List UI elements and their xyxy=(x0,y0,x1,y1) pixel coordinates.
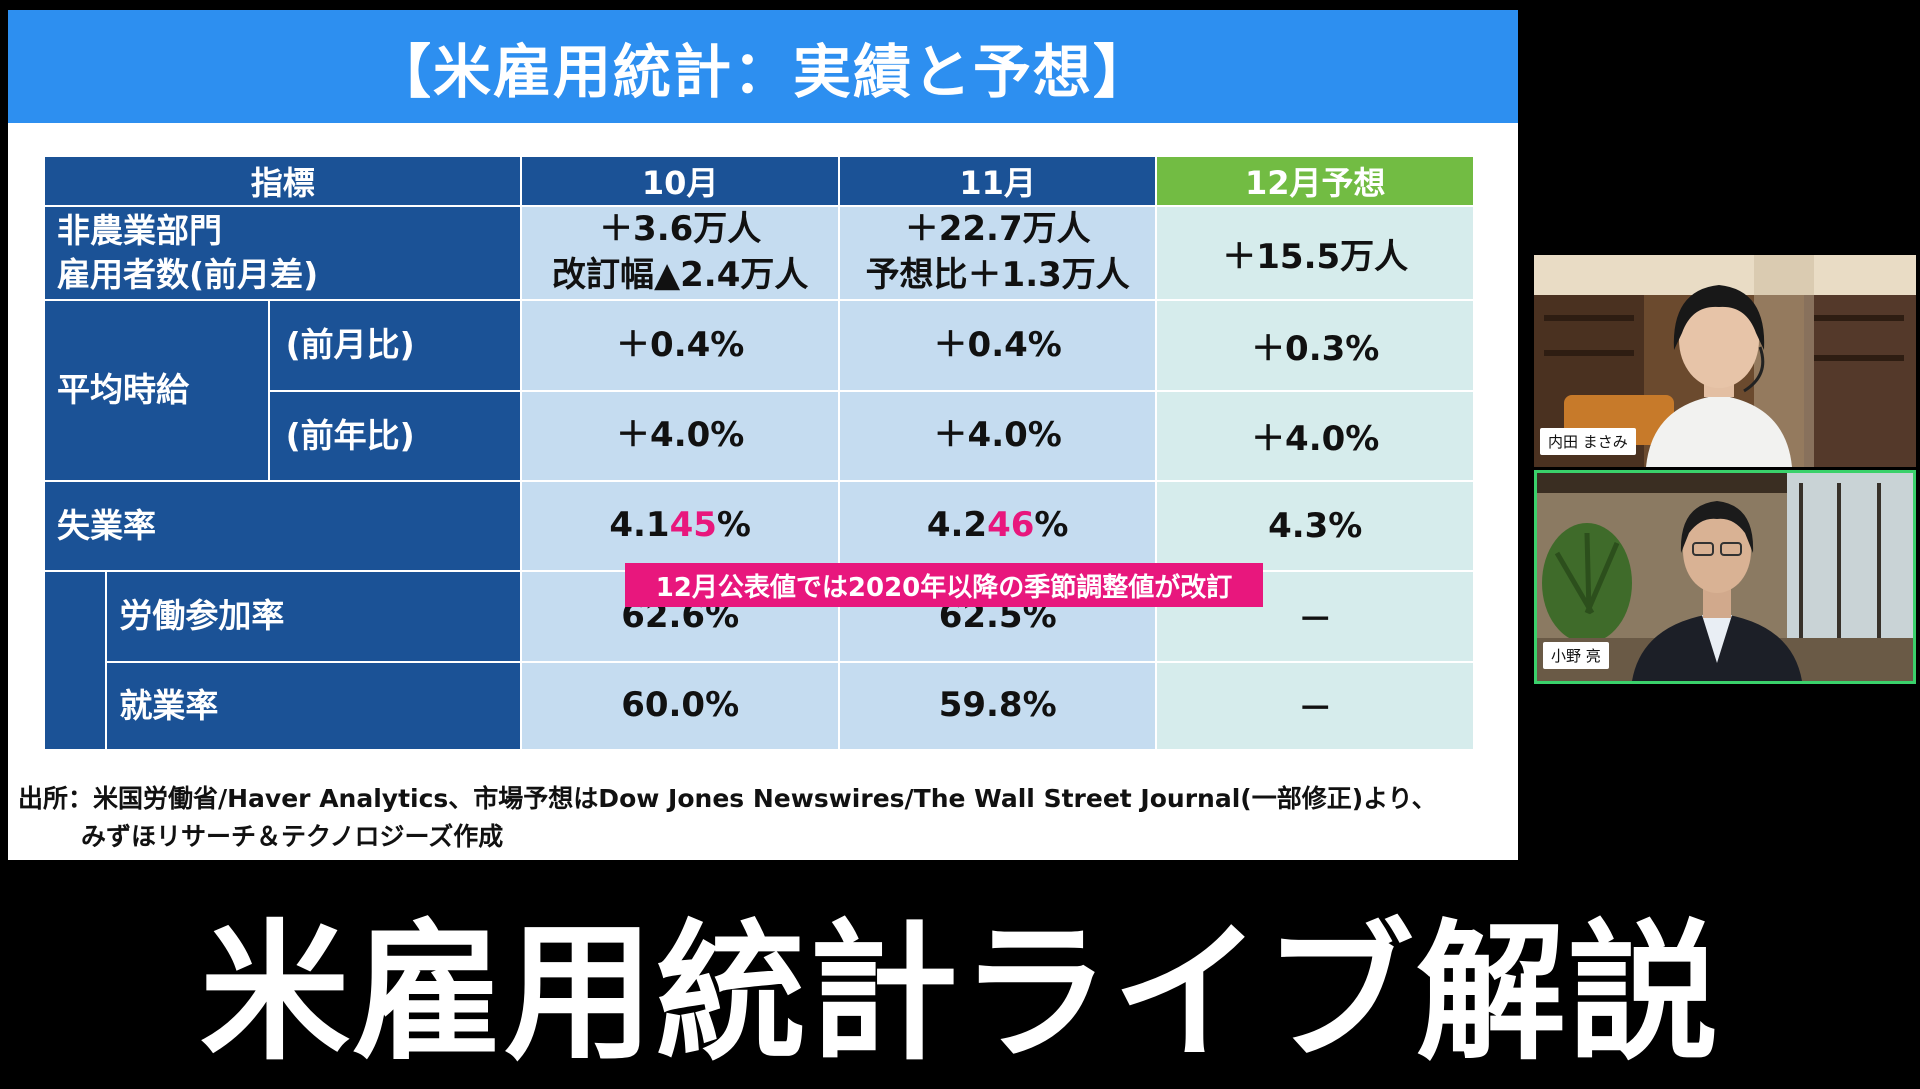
participant-2-video-frame xyxy=(1537,473,1913,681)
label-participation: 労働参加率 xyxy=(105,570,523,663)
nfp-nov-value: ＋22.7万人 xyxy=(904,209,1091,250)
label-wage: 平均時給 xyxy=(43,299,270,482)
header-dec-forecast: 12月予想 xyxy=(1155,154,1475,208)
header-indicator: 指標 xyxy=(42,154,523,208)
table-row-wage-mom: 平均時給 (前月比) ＋0.4% ＋0.4% ＋0.3% xyxy=(43,299,1475,482)
label-unemployment: 失業率 xyxy=(42,479,523,573)
wage-yoy-nov: ＋4.0% xyxy=(837,389,1158,482)
table-row-nfp: 非農業部門 雇用者数(前月差) ＋3.6万人 改訂幅▲2.4万人 ＋22.7万人… xyxy=(42,205,1475,302)
nfp-dec: ＋15.5万人 xyxy=(1155,205,1475,302)
label-nfp: 非農業部門 雇用者数(前月差) xyxy=(42,205,523,302)
participant-video-2-active-speaker[interactable]: 小野 亮 xyxy=(1534,470,1916,684)
label-employment: 就業率 xyxy=(105,660,523,752)
source-line-1: 出所：米国労働省/Haver Analytics、市場予想はDow Jones … xyxy=(18,784,1437,813)
indent-bar xyxy=(42,570,108,751)
nfp-oct: ＋3.6万人 改訂幅▲2.4万人 xyxy=(520,205,840,302)
employment-dec: － xyxy=(1155,660,1475,752)
unemployment-dec: 4.3% xyxy=(1155,479,1475,573)
header-nov: 11月 xyxy=(837,154,1158,208)
unemployment-oct-unit: % xyxy=(716,505,751,546)
unemployment-nov-unit: % xyxy=(1034,505,1069,546)
label-wage-mom: (前月比) xyxy=(267,299,523,392)
table-row-wage-yoy: (前年比) ＋4.0% ＋4.0% ＋4.0% xyxy=(44,389,1475,482)
participant-1-name: 内田 まさみ xyxy=(1540,428,1636,455)
revision-note-badge: 12月公表値では2020年以降の季節調整値が改訂 xyxy=(625,563,1263,607)
unemployment-nov-highlight: 46 xyxy=(987,505,1035,546)
employment-oct: 60.0% xyxy=(520,660,840,752)
table-header-row: 指標 10月 11月 12月予想 xyxy=(42,154,1475,208)
employment-nov: 59.8% xyxy=(837,660,1158,752)
participant-video-1[interactable]: 内田 まさみ xyxy=(1534,255,1916,467)
nfp-nov: ＋22.7万人 予想比＋1.3万人 xyxy=(837,205,1158,302)
source-note: 出所：米国労働省/Haver Analytics、市場予想はDow Jones … xyxy=(18,780,1513,856)
participant-2-name: 小野 亮 xyxy=(1543,642,1609,669)
unemployment-oct-base: 4.1 xyxy=(609,505,670,546)
label-nfp-line1: 非農業部門 xyxy=(57,210,222,250)
wage-mom-nov: ＋0.4% xyxy=(837,299,1158,392)
nfp-oct-value: ＋3.6万人 xyxy=(599,209,762,250)
slide-title: 【米雇用統計：実績と予想】 xyxy=(8,10,1518,123)
label-nfp-line2: 雇用者数(前月差) xyxy=(57,255,319,295)
header-oct: 10月 xyxy=(520,154,840,208)
wage-yoy-dec: ＋4.0% xyxy=(1155,389,1475,482)
source-line-2: みずほリサーチ＆テクノロジーズ作成 xyxy=(81,822,504,851)
unemployment-nov-base: 4.2 xyxy=(926,505,988,546)
unemployment-oct-highlight: 45 xyxy=(669,505,717,546)
wage-mom-oct: ＋0.4% xyxy=(520,299,840,392)
label-wage-yoy: (前年比) xyxy=(267,389,523,482)
employment-stats-table: 指標 10月 11月 12月予想 非農業部門 雇用者数(前月差) ＋3.6万人 … xyxy=(42,154,1475,752)
table-row-employment: 就業率 60.0% 59.8% － xyxy=(44,660,1475,752)
nfp-oct-revision: 改訂幅▲2.4万人 xyxy=(551,255,809,296)
nfp-nov-vs-forecast: 予想比＋1.3万人 xyxy=(865,255,1130,296)
wage-mom-dec: ＋0.3% xyxy=(1155,299,1475,392)
unemployment-oct: 4.145% xyxy=(520,479,840,573)
wage-yoy-oct: ＋4.0% xyxy=(520,389,840,482)
broadcast-caption: 米雇用統計ライブ解説 xyxy=(199,906,1720,1081)
presentation-slide: 【米雇用統計：実績と予想】 指標 10月 11月 12月予想 非農業部門 雇用者… xyxy=(8,10,1518,860)
unemployment-nov: 4.246% xyxy=(837,479,1158,573)
table-row-unemployment: 失業率 4.145% 4.246% 4.3% xyxy=(42,479,1475,573)
